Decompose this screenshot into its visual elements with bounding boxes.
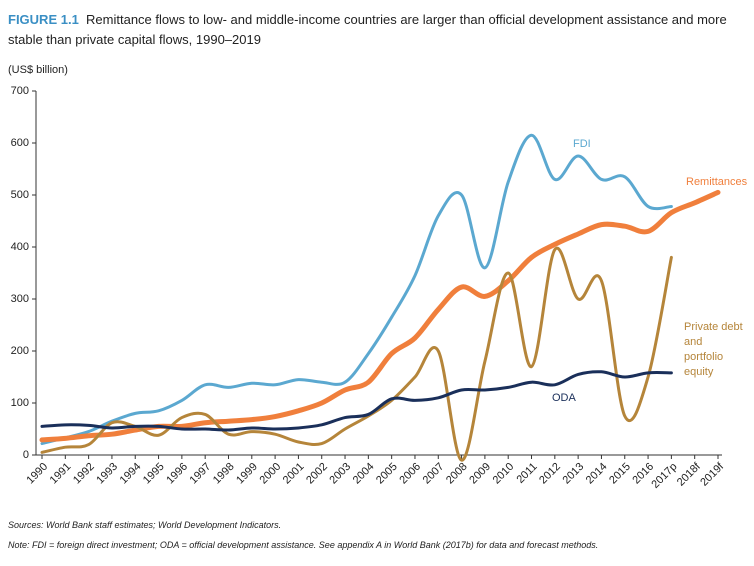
y-tick-label: 100 (11, 397, 29, 409)
series-label: FDI (573, 138, 591, 150)
x-tick-label: 2011 (514, 461, 539, 486)
chart: 0100200300400500600700199019911992199319… (11, 85, 727, 491)
x-tick-label: 1991 (48, 461, 74, 487)
series-line (40, 246, 673, 462)
series-label: Remittances (686, 176, 748, 188)
x-tick-label: 1998 (211, 461, 237, 487)
x-tick-label: 2019f (698, 460, 727, 489)
x-tick-label: 2009 (467, 461, 493, 487)
x-tick-label: 2010 (491, 461, 517, 487)
x-tick-label: 1997 (188, 461, 214, 487)
x-tick-label: 1993 (94, 461, 120, 487)
series-line (39, 189, 721, 443)
x-tick-label: 2008 (444, 461, 470, 487)
figure-label: FIGURE 1.1 (8, 12, 79, 27)
y-axis-label: (US$ billion) (8, 64, 68, 76)
x-tick-label: 2007 (421, 461, 447, 487)
y-tick-label: 300 (11, 293, 29, 305)
series-label: Private debt and portfolio equity (684, 321, 743, 378)
y-tick-label: 0 (23, 449, 29, 461)
x-tick-label: 1990 (24, 461, 50, 487)
x-tick-label: 1992 (71, 461, 97, 487)
series-line (40, 370, 673, 432)
x-tick-label: 1994 (118, 461, 144, 487)
y-tick-label: 700 (11, 85, 29, 97)
x-tick-label: 2005 (374, 461, 400, 487)
chart-title: Remittance flows to low- and middle-inco… (8, 12, 727, 47)
x-tick-label: 1995 (141, 461, 167, 487)
y-tick-label: 400 (11, 241, 29, 253)
y-tick-label: 600 (11, 137, 29, 149)
x-tick-label: 2002 (304, 461, 330, 487)
x-tick-label: 2006 (397, 461, 423, 487)
x-tick-label: 2000 (257, 461, 283, 487)
x-tick-label: 1996 (164, 461, 190, 487)
x-tick-label: 2001 (281, 461, 307, 487)
y-tick-label: 500 (11, 189, 29, 201)
series-label: ODA (552, 392, 576, 404)
x-tick-label: 2014 (584, 461, 610, 487)
x-tick-label: 2015 (607, 461, 633, 487)
x-tick-label: 2004 (351, 461, 377, 487)
x-tick-label: 2012 (537, 461, 563, 487)
x-tick-label: 1999 (234, 461, 260, 487)
title-block: FIGURE 1.1 Remittance flows to low- and … (8, 10, 738, 50)
series-line (40, 133, 673, 446)
x-tick-label: 2013 (561, 461, 587, 487)
y-tick-label: 200 (11, 345, 29, 357)
x-tick-label: 2017p (649, 461, 679, 491)
sources: Sources: World Bank staff estimates; Wor… (8, 520, 282, 530)
note: Note: FDI = foreign direct investment; O… (8, 540, 599, 550)
x-tick-label: 2003 (327, 461, 353, 487)
x-tick-label: 2018f (675, 460, 704, 489)
